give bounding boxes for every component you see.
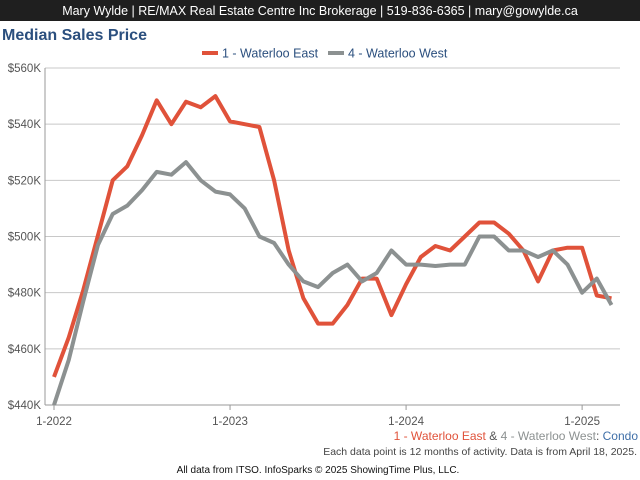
chart-title: Median Sales Price bbox=[2, 27, 147, 44]
caption-west: 4 - Waterloo West bbox=[501, 429, 597, 443]
y-tick-label: $520K bbox=[8, 175, 42, 187]
y-tick-label: $480K bbox=[8, 288, 42, 300]
header-text: Mary Wylde | RE/MAX Real Estate Centre I… bbox=[62, 4, 578, 18]
caption-type: Condo bbox=[603, 429, 639, 443]
credit: All data from ITSO. InfoSparks © 2025 Sh… bbox=[177, 465, 460, 476]
caption-colon: : bbox=[596, 429, 599, 443]
caption-separator: & bbox=[489, 429, 497, 443]
x-tick-label: 1-2024 bbox=[388, 416, 424, 428]
note: Each data point is 12 months of activity… bbox=[323, 446, 637, 458]
caption: 1 - Waterloo East & 4 - Waterloo West: C… bbox=[394, 429, 639, 443]
x-tick-label: 1-2022 bbox=[36, 416, 72, 428]
y-tick-label: $540K bbox=[8, 119, 42, 131]
x-tick-label: 1-2025 bbox=[564, 416, 600, 428]
y-tick-label: $560K bbox=[8, 63, 42, 75]
header-bar bbox=[0, 0, 640, 21]
y-tick-label: $460K bbox=[8, 344, 42, 356]
series-line bbox=[52, 94, 612, 378]
series-line bbox=[52, 160, 614, 406]
y-tick-label: $500K bbox=[8, 232, 42, 244]
legend-label: 1 - Waterloo East bbox=[222, 47, 319, 61]
caption-east: 1 - Waterloo East bbox=[394, 429, 487, 443]
legend-label: 4 - Waterloo West bbox=[348, 47, 448, 61]
x-tick-label: 1-2023 bbox=[212, 416, 248, 428]
y-tick-label: $440K bbox=[8, 400, 42, 412]
